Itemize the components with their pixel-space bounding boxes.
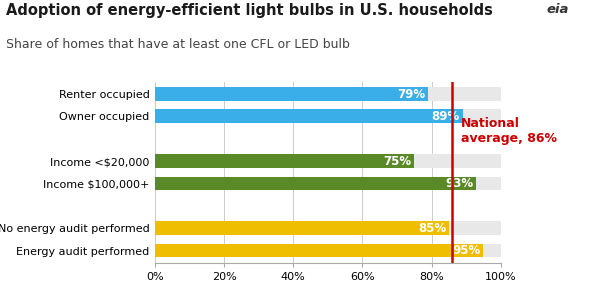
Text: Adoption of energy-efficient light bulbs in U.S. households: Adoption of energy-efficient light bulbs… [6,3,493,18]
Bar [155,244,483,258]
Text: National
average, 86%: National average, 86% [461,117,557,145]
Bar [155,154,501,168]
Text: 75%: 75% [383,154,411,168]
Bar [155,221,501,235]
Bar [155,177,476,190]
Bar [155,110,501,123]
Bar [155,177,501,190]
Text: Share of homes that have at least one CFL or LED bulb: Share of homes that have at least one CF… [6,38,350,51]
Text: 93%: 93% [446,177,474,190]
Text: 85%: 85% [418,222,446,235]
Bar [155,87,428,101]
Text: 79%: 79% [397,88,426,100]
Bar [155,244,501,258]
Text: eia: eia [547,3,569,16]
Bar [155,221,449,235]
Bar [155,110,462,123]
Text: 89%: 89% [432,110,460,123]
Text: 95%: 95% [452,244,480,257]
Bar [155,87,501,101]
Bar [155,154,414,168]
